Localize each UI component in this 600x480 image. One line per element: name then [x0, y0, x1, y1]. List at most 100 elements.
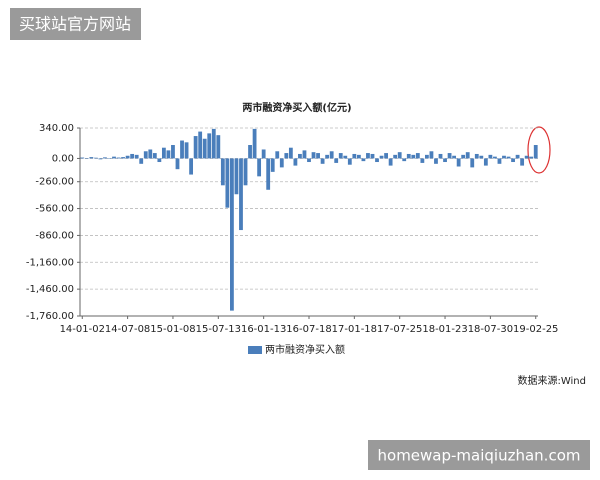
- bar: [89, 157, 94, 159]
- x-tick-label: 14-07-08: [105, 324, 150, 335]
- watermark-box: [10, 8, 141, 40]
- chart-title: 两市融资净买入额(亿元): [242, 101, 351, 114]
- x-tick-label: 15-01-08: [150, 324, 195, 335]
- watermark-text: 买球站官方网站: [19, 15, 131, 34]
- bar: [302, 150, 307, 159]
- x-tick-label: 17-01-18: [332, 324, 377, 335]
- bar: [266, 158, 271, 190]
- bar: [370, 153, 375, 159]
- bar: [483, 158, 488, 166]
- x-tick-label: 16-01-13: [241, 324, 286, 335]
- bar: [502, 155, 506, 159]
- bar: [225, 158, 230, 208]
- bar: [488, 154, 493, 159]
- bar: [189, 158, 194, 175]
- bar: [84, 158, 89, 159]
- bar: [230, 158, 234, 311]
- bar: [397, 152, 402, 159]
- bar: [533, 145, 538, 159]
- bar: [261, 149, 266, 159]
- bar: [184, 142, 189, 159]
- bar: [202, 138, 207, 159]
- bar: [375, 158, 379, 163]
- bar: [143, 151, 148, 159]
- bar: [529, 156, 534, 159]
- bar: [320, 158, 325, 164]
- bar: [80, 157, 85, 159]
- watermark-box: [368, 440, 590, 470]
- bar: [288, 147, 293, 159]
- bar: [220, 158, 225, 186]
- bar: [112, 156, 116, 159]
- bar: [415, 153, 420, 159]
- bar: [524, 155, 529, 159]
- bar: [465, 152, 470, 159]
- bar: [279, 158, 284, 168]
- bar: [107, 157, 112, 159]
- bar: [207, 133, 212, 159]
- bar: [424, 154, 429, 159]
- bar: [429, 151, 434, 159]
- legend-label: 两市融资净买入额: [265, 343, 345, 356]
- bar: [461, 154, 466, 159]
- bar: [393, 154, 398, 159]
- legend-swatch: [248, 346, 262, 354]
- highlight-ellipse: [527, 126, 551, 174]
- y-tick-label: -1,160.00: [26, 257, 74, 268]
- x-tick-label: 15-07-13: [196, 324, 241, 335]
- bar: [497, 158, 502, 164]
- bar: [307, 158, 311, 163]
- bar: [338, 153, 343, 159]
- bar: [148, 149, 153, 159]
- bar: [388, 158, 393, 166]
- y-tick-label: 340.00: [39, 123, 74, 134]
- bar: [452, 155, 457, 159]
- bar: [161, 147, 166, 159]
- bar: [447, 153, 452, 159]
- bar: [198, 131, 203, 159]
- bar: [157, 158, 162, 163]
- bar: [98, 158, 103, 160]
- bar: [270, 158, 275, 172]
- bar: [411, 154, 416, 159]
- bar: [193, 136, 198, 159]
- bar: [438, 153, 443, 159]
- y-tick-label: -1,460.00: [26, 284, 74, 295]
- bar: [116, 157, 121, 159]
- bar: [293, 158, 298, 166]
- bar: [434, 158, 438, 164]
- bar: [103, 157, 107, 159]
- bar: [402, 158, 407, 162]
- bar: [175, 158, 180, 170]
- bar: [479, 155, 484, 159]
- bar: [361, 158, 366, 162]
- bar: [347, 158, 352, 165]
- bar: [356, 154, 361, 159]
- bar: [311, 152, 316, 159]
- bar: [470, 158, 475, 168]
- bar: [384, 153, 388, 159]
- x-tick-label: 16-07-18: [286, 324, 331, 335]
- x-tick-label: 18-07-30: [468, 324, 513, 335]
- bar: [329, 151, 334, 159]
- bar: [366, 153, 370, 159]
- bar: [474, 153, 479, 159]
- source: 数据来源:Wind: [517, 374, 586, 387]
- bar: [125, 155, 130, 159]
- y-tick-label: -260.00: [35, 177, 74, 188]
- x-tick-label: 19-02-25: [513, 324, 558, 335]
- bar: [325, 154, 330, 159]
- bar: [211, 128, 216, 159]
- bar: [456, 158, 461, 167]
- watermark-text: homewap-maiqiuzhan.com: [378, 447, 581, 465]
- x-tick-label: 14-01-02: [60, 324, 105, 335]
- bar: [171, 145, 175, 159]
- bar: [352, 153, 357, 159]
- bar: [511, 158, 515, 163]
- bar: [316, 153, 320, 159]
- bar: [239, 158, 243, 231]
- bar: [284, 153, 289, 159]
- bar: [420, 158, 425, 163]
- bar: [406, 153, 411, 159]
